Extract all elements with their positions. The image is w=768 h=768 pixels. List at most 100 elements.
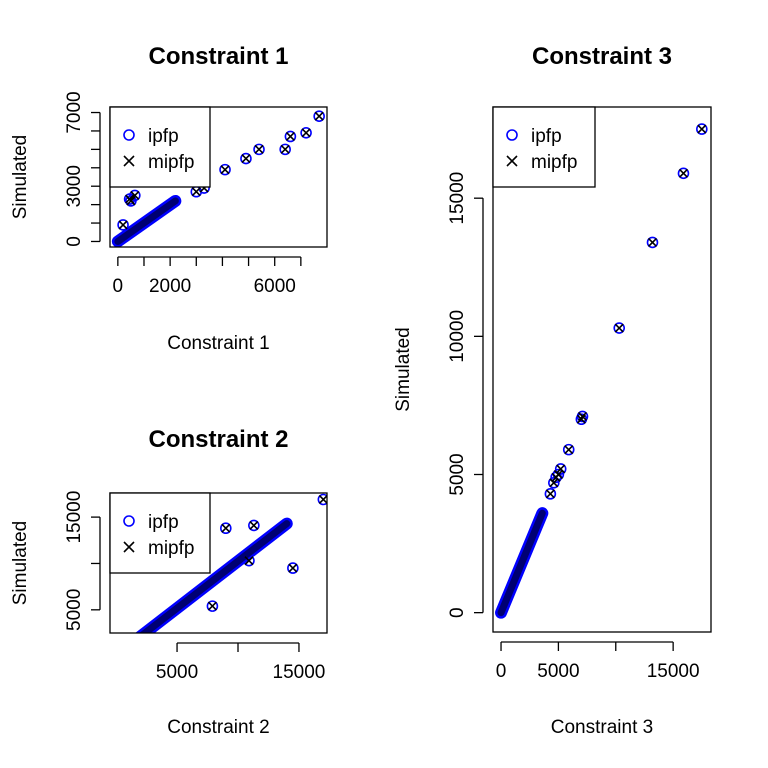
data-point-ipfp (117, 219, 129, 231)
data-point-mipfp (697, 124, 707, 134)
y-axis-label: Simulated (393, 327, 414, 412)
data-point-ipfp (284, 130, 297, 143)
data-point-mipfp (221, 523, 231, 533)
data-point-mipfp (220, 165, 230, 175)
legend: ipfp mipfp (109, 106, 211, 188)
data-point-ipfp (287, 562, 299, 574)
data-point-ipfp (220, 522, 232, 535)
data-point-mipfp (678, 168, 689, 178)
data-point-mipfp (314, 111, 324, 121)
data-point-mipfp (556, 464, 566, 474)
y-axis: 0 5000 10000 15000 (447, 172, 484, 618)
panel-3: Constraint 3 Constraint 3 Simulated 0 5000 15… (393, 43, 712, 738)
data-point-mipfp (207, 601, 217, 611)
x-tick-label: 6000 (254, 276, 296, 297)
dense-points-mipfp (114, 197, 179, 245)
legend-box (492, 106, 596, 188)
data-point-mipfp (191, 187, 201, 197)
x-axis-label: Constraint 1 (167, 333, 269, 354)
data-point-ipfp (313, 110, 325, 123)
x-axis-label: Constraint 2 (167, 717, 269, 738)
data-point-mipfp (254, 144, 264, 154)
plot-area (495, 123, 708, 619)
data-point-ipfp (677, 167, 690, 180)
y-tick-label: 15000 (64, 491, 85, 544)
data-point-ipfp (646, 236, 659, 249)
chart-title: Constraint 1 (148, 43, 288, 70)
data-point-mipfp (647, 237, 658, 247)
plot-area (111, 110, 325, 247)
series-mipfp (497, 124, 707, 617)
data-point-ipfp (206, 600, 219, 612)
data-point-mipfp (285, 131, 295, 142)
panel-1: Constraint 1 Constraint 1 Simulated 0 2000 60… (10, 43, 328, 354)
y-tick-label: 7000 (64, 91, 85, 133)
x-tick-label: 5000 (156, 662, 198, 683)
data-point-mipfp (244, 556, 254, 566)
plot-frame (492, 106, 712, 633)
x-tick-label: 15000 (273, 662, 326, 683)
y-tick-label: 0 (447, 607, 468, 618)
legend: ipfp mipfp (109, 492, 211, 574)
data-point-ipfp (544, 488, 557, 500)
x-tick-label: 5000 (537, 661, 579, 682)
data-point-mipfp (577, 411, 588, 422)
data-point-ipfp (696, 123, 708, 135)
data-point-ipfp (554, 463, 567, 475)
y-tick-label: 0 (64, 236, 85, 247)
x-tick-label: 15000 (647, 661, 700, 682)
data-point-ipfp (300, 126, 312, 139)
x-axis: 0 2000 6000 (113, 256, 302, 297)
data-point-mipfp (545, 489, 555, 499)
legend-marker-mipfp (506, 155, 518, 167)
data-point-mipfp (130, 190, 140, 200)
data-point-mipfp (549, 478, 559, 488)
chart-title: Constraint 2 (148, 426, 288, 453)
data-point-mipfp (318, 494, 327, 505)
x-axis: 0 5000 15000 (496, 641, 700, 682)
data-point-mipfp (249, 520, 259, 531)
legend-marker-ipfp (123, 129, 135, 141)
data-point-ipfp (219, 163, 231, 176)
y-tick-label: 10000 (447, 310, 468, 363)
x-tick-label: 0 (113, 276, 124, 297)
data-point-mipfp (288, 563, 298, 573)
y-axis: 0 3000 7000 (64, 91, 101, 247)
data-point-mipfp (614, 323, 624, 333)
x-axis-label: Constraint 3 (551, 717, 653, 738)
y-tick-label: 5000 (447, 453, 468, 495)
data-point-mipfp (280, 144, 290, 154)
y-axis-label: Simulated (10, 521, 31, 606)
legend-marker-ipfp (506, 129, 518, 141)
chart-title: Constraint 3 (532, 43, 672, 70)
data-point-mipfp (126, 196, 136, 206)
data-point-ipfp (317, 493, 327, 506)
data-point-mipfp (564, 445, 574, 455)
dense-points-mipfp (497, 509, 546, 617)
y-axis: 5000 15000 (64, 491, 101, 631)
legend-label: mipfp (148, 152, 194, 173)
legend-marker-mipfp (123, 541, 135, 553)
x-axis: 5000 15000 (156, 642, 326, 683)
data-point-mipfp (301, 128, 311, 138)
x-tick-label: 0 (496, 661, 507, 682)
data-point-ipfp (562, 443, 575, 456)
series-mipfp (114, 111, 324, 245)
y-tick-label: 3000 (64, 165, 85, 207)
data-point-ipfp (613, 322, 626, 334)
data-point-ipfp (279, 143, 291, 156)
legend-label: mipfp (531, 152, 577, 173)
legend-box (109, 492, 211, 574)
data-point-mipfp (241, 154, 251, 164)
legend-marker-ipfp (123, 515, 135, 527)
data-point-ipfp (240, 152, 252, 165)
legend-marker-mipfp (123, 155, 135, 167)
y-tick-label: 5000 (64, 589, 85, 631)
data-point-mipfp (553, 469, 563, 480)
panel-2: Constraint 2 Constraint 2 Simulated 5000 150… (10, 426, 328, 738)
legend-label: ipfp (148, 512, 179, 533)
data-point-ipfp (248, 519, 260, 532)
x-tick-label: 2000 (149, 276, 191, 297)
legend-box (109, 106, 211, 188)
